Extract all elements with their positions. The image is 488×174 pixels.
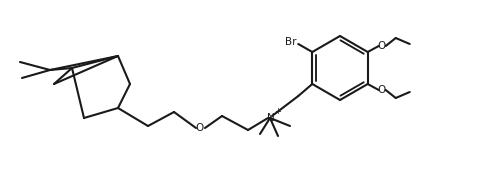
Text: O: O (378, 41, 386, 51)
Text: N: N (267, 113, 275, 123)
Text: O: O (196, 123, 204, 133)
Text: +: + (275, 108, 282, 117)
Text: O: O (378, 85, 386, 95)
Text: Br: Br (285, 37, 296, 47)
